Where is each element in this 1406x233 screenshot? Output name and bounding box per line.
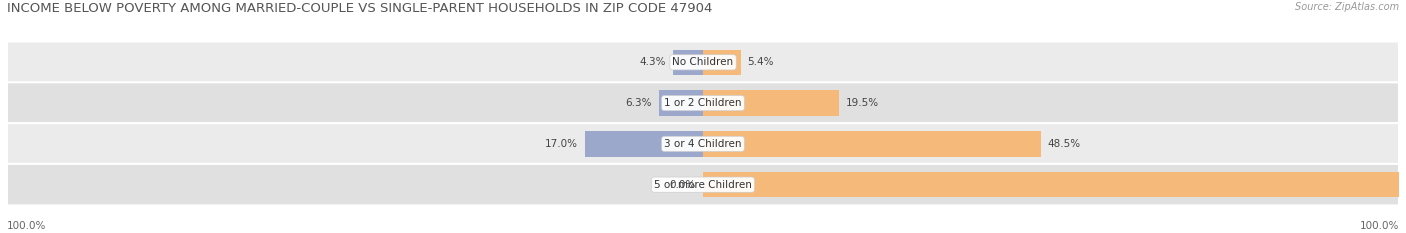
Text: 19.5%: 19.5% (845, 98, 879, 108)
Text: 0.0%: 0.0% (669, 180, 696, 190)
Bar (703, 90, 839, 116)
Bar (585, 131, 703, 157)
Text: INCOME BELOW POVERTY AMONG MARRIED-COUPLE VS SINGLE-PARENT HOUSEHOLDS IN ZIP COD: INCOME BELOW POVERTY AMONG MARRIED-COUPL… (7, 2, 713, 15)
Bar (673, 50, 703, 75)
Text: 48.5%: 48.5% (1047, 139, 1081, 149)
Bar (703, 50, 741, 75)
Bar (659, 90, 703, 116)
Text: 100.0%: 100.0% (7, 221, 46, 231)
Text: 6.3%: 6.3% (626, 98, 652, 108)
Bar (703, 131, 1040, 157)
FancyBboxPatch shape (7, 41, 1399, 83)
FancyBboxPatch shape (7, 164, 1399, 206)
Text: No Children: No Children (672, 57, 734, 67)
Text: 3 or 4 Children: 3 or 4 Children (664, 139, 742, 149)
FancyBboxPatch shape (7, 82, 1399, 124)
Text: 5 or more Children: 5 or more Children (654, 180, 752, 190)
Text: 17.0%: 17.0% (544, 139, 578, 149)
FancyBboxPatch shape (7, 123, 1399, 165)
Text: Source: ZipAtlas.com: Source: ZipAtlas.com (1295, 2, 1399, 12)
Bar (703, 172, 1399, 197)
Text: 100.0%: 100.0% (1360, 221, 1399, 231)
Text: 5.4%: 5.4% (748, 57, 775, 67)
Text: 4.3%: 4.3% (640, 57, 666, 67)
Text: 1 or 2 Children: 1 or 2 Children (664, 98, 742, 108)
